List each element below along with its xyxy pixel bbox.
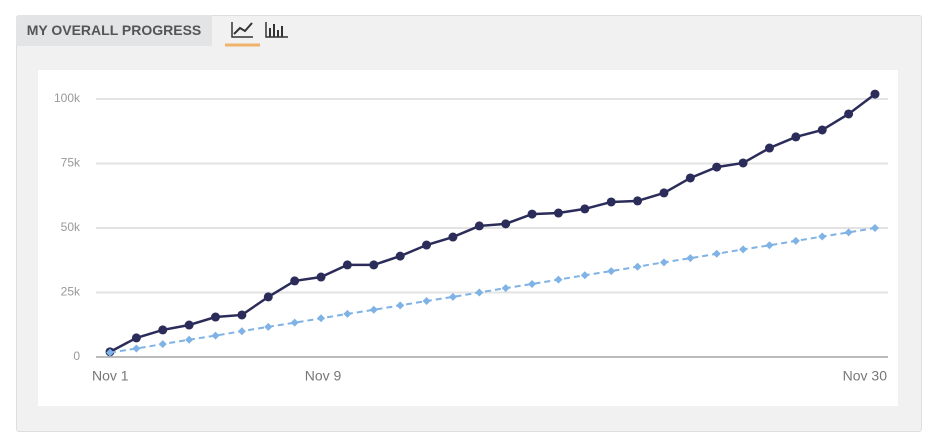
- y-tick-label: 100k: [54, 91, 81, 105]
- data-point: [528, 279, 537, 288]
- data-point: [712, 162, 722, 172]
- data-point: [395, 251, 405, 261]
- y-tick-label: 0: [73, 349, 80, 363]
- data-point: [501, 219, 511, 229]
- data-point: [554, 275, 563, 284]
- data-point: [290, 318, 299, 327]
- line-view-icon[interactable]: [225, 22, 260, 47]
- data-point: [263, 292, 273, 302]
- data-point: [686, 254, 695, 263]
- data-point: [106, 348, 114, 357]
- data-point: [474, 221, 484, 231]
- data-point: [659, 258, 668, 267]
- data-point: [501, 284, 510, 293]
- data-point: [211, 331, 220, 340]
- data-point: [317, 314, 326, 323]
- data-point: [237, 310, 247, 320]
- y-tick-label: 50k: [61, 220, 81, 234]
- data-point: [818, 232, 827, 241]
- x-tick-label: Nov 30: [843, 368, 888, 384]
- data-point: [685, 173, 695, 183]
- data-point: [396, 301, 405, 310]
- panel-title: MY OVERALL PROGRESS: [16, 15, 212, 46]
- data-point: [791, 132, 801, 142]
- data-point: [633, 262, 642, 271]
- data-point: [580, 271, 589, 280]
- data-point: [817, 125, 827, 135]
- data-point: [870, 89, 880, 99]
- data-point: [475, 288, 484, 297]
- data-point: [553, 208, 563, 218]
- data-point: [264, 322, 273, 331]
- x-tick-label: Nov 9: [305, 368, 342, 384]
- view-toggle: [225, 22, 288, 47]
- data-point: [131, 333, 141, 343]
- data-point: [844, 109, 854, 119]
- data-point: [422, 297, 431, 306]
- data-point: [712, 249, 721, 258]
- y-tick-label: 75k: [61, 156, 81, 170]
- series-line: [109, 93, 876, 353]
- data-point: [158, 325, 168, 335]
- data-point: [342, 260, 352, 270]
- data-point: [871, 224, 879, 232]
- data-point: [580, 204, 590, 214]
- data-point: [633, 196, 643, 206]
- data-point: [659, 188, 669, 198]
- data-point: [448, 232, 458, 242]
- data-point: [527, 209, 537, 219]
- data-point: [369, 305, 378, 314]
- chart-card: [38, 70, 898, 406]
- data-point: [422, 240, 432, 250]
- data-point: [290, 276, 300, 286]
- data-point: [448, 292, 457, 301]
- data-point: [607, 267, 616, 276]
- y-tick-label: 25k: [61, 285, 81, 299]
- data-point: [606, 197, 616, 207]
- data-point: [158, 340, 167, 349]
- data-point: [185, 335, 194, 344]
- bar-view-icon[interactable]: [265, 22, 288, 38]
- data-point: [764, 143, 774, 153]
- data-point: [765, 241, 774, 250]
- data-point: [369, 260, 379, 270]
- data-point: [738, 158, 748, 168]
- data-point: [211, 312, 221, 322]
- data-point: [237, 327, 246, 336]
- data-point: [343, 309, 352, 318]
- data-point: [791, 236, 800, 245]
- data-point: [844, 228, 853, 237]
- data-point: [739, 245, 748, 254]
- data-point: [132, 344, 141, 353]
- data-point: [316, 272, 326, 282]
- data-point: [184, 320, 194, 330]
- x-tick-label: Nov 1: [92, 368, 129, 384]
- series-line: [109, 227, 876, 354]
